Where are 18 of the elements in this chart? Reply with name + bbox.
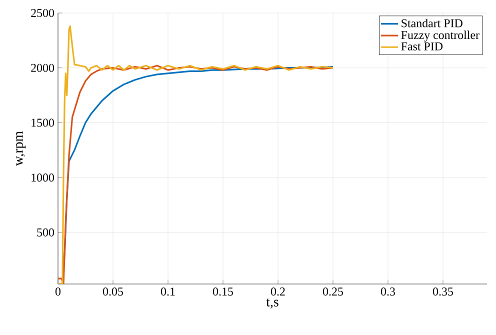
y-tick-label: 1500 [32,118,54,127]
x-axis-title: t,s [266,298,278,308]
x-tick-label: 0.2 [270,288,285,296]
x-tick-label: 0.1 [160,288,175,296]
x-tick-label: 0.35 [432,288,453,296]
y-tick-label: 2500 [31,8,54,18]
y-axis-title: w,rpm [16,131,26,166]
y-tick-label: 500 [37,228,54,236]
legend-label: Standart PID [402,18,462,28]
y-tick-label: 1000 [32,174,54,182]
y-tick-label: 2000 [31,64,54,72]
x-tick-label: 0.25 [322,288,343,296]
legend-label: Fast PID [401,42,443,50]
x-tick-label: 0.3 [380,288,396,296]
legend-label: Fuzzy controller [401,30,480,42]
x-tick-label: 0.15 [212,288,233,296]
x-tick-label: 0 [55,288,61,296]
x-tick-label: 0.05 [102,288,123,296]
